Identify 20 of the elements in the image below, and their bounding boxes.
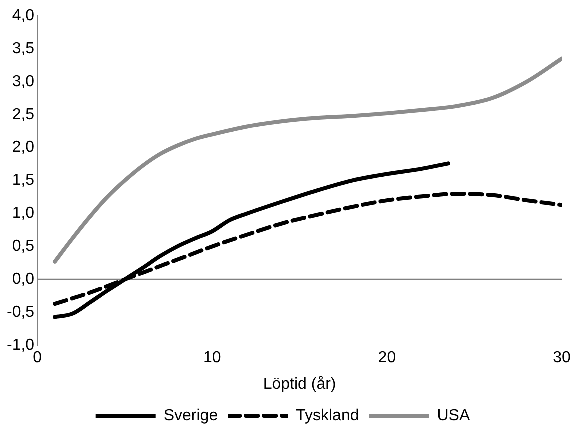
- y-tick-label: -1,0: [6, 337, 35, 354]
- x-tick-label: 10: [203, 350, 222, 367]
- legend-label: Tyskland: [296, 407, 360, 424]
- y-tick-label: 3,0: [12, 73, 35, 90]
- y-tick-label: 1,5: [12, 172, 35, 190]
- y-tick-label: 3,5: [12, 40, 35, 58]
- x-tick-label: 0: [33, 350, 42, 367]
- legend-label: USA: [437, 407, 470, 424]
- y-tick-label: 2,5: [12, 106, 35, 124]
- y-tick-label: -0,5: [6, 304, 35, 322]
- x-axis-title: Löptid (år): [263, 376, 336, 393]
- y-tick-label: 1,0: [12, 205, 35, 222]
- line-series: [53, 56, 562, 264]
- y-tick-label: 4,0: [12, 7, 35, 24]
- y-tick-label: 2,0: [12, 139, 35, 156]
- y-tick-label: 0,5: [12, 238, 35, 256]
- y-tick-label: 0,0: [12, 271, 35, 288]
- x-tick-label: 30: [553, 350, 571, 367]
- legend-label: Sverige: [164, 407, 218, 424]
- x-tick-label: 20: [378, 350, 396, 367]
